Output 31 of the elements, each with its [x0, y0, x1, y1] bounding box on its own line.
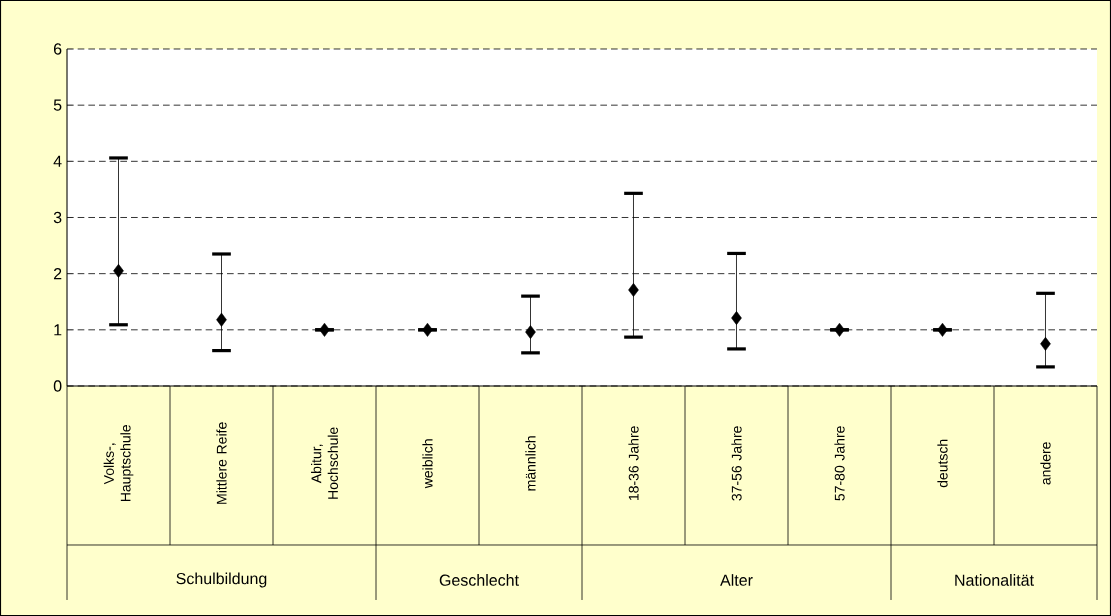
point [422, 322, 433, 337]
y-tick-label: 3 [53, 211, 62, 224]
y-tick-label: 5 [53, 99, 62, 111]
point [319, 322, 330, 337]
y-tick-label: 4 [53, 155, 62, 167]
x-tick-label: 37-56 Jahre [731, 426, 742, 501]
y-tick-label: 6 [53, 43, 62, 55]
point [628, 283, 639, 297]
x-tick-label: Mittlere Reife [216, 422, 227, 504]
x-tick-label: weiblich [422, 439, 433, 489]
point [113, 263, 124, 278]
point [834, 322, 845, 337]
point [525, 325, 536, 340]
x-tick-label: Abitur, Hochschule [311, 427, 338, 499]
x-tick-label: 18-36 Jahre [628, 426, 639, 500]
text: Nationalität [955, 574, 1034, 586]
x-tick-label: männlich [525, 436, 536, 491]
point [937, 322, 948, 337]
point [216, 312, 227, 327]
text: Schulbildung [176, 572, 267, 588]
x-tick-label: deutsch [937, 439, 948, 488]
x-tick-label: 57-80 Jahre [834, 426, 845, 501]
point [1040, 336, 1051, 351]
x-tick-label: andere [1040, 442, 1051, 485]
y-tick-label: 1 [54, 324, 62, 336]
y-tick-label: 2 [53, 268, 62, 280]
point [731, 311, 742, 325]
text: Alter [720, 574, 753, 586]
text: Geschlecht [439, 574, 519, 586]
y-tick-label: 0 [53, 380, 62, 392]
x-tick-label: Volks-, Hauptschule [103, 425, 134, 502]
